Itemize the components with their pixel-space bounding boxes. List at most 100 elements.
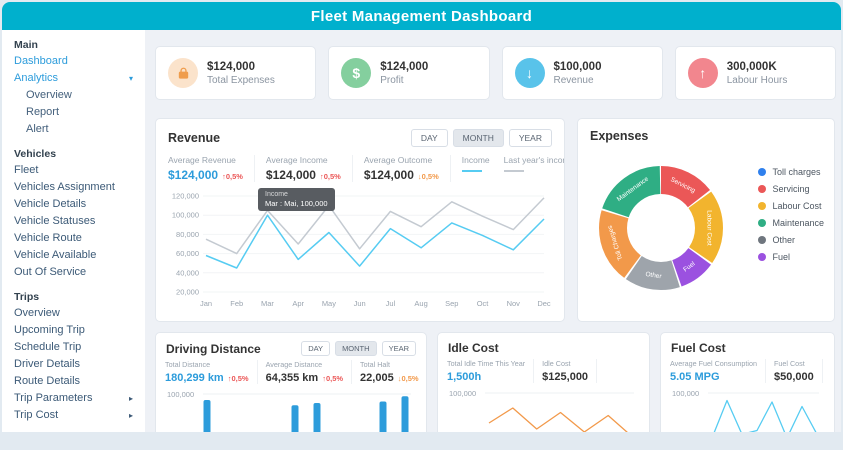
sidebar-item-driver-details[interactable]: Driver Details: [2, 356, 145, 373]
svg-text:40,000: 40,000: [176, 268, 199, 277]
legend-swatch: [503, 170, 524, 172]
sidebar-item-vehicle-statuses[interactable]: Vehicle Statuses: [2, 213, 145, 230]
fuel-chart-area: 100,000: [670, 387, 825, 432]
sidebar-item-report[interactable]: Report: [2, 104, 145, 121]
legend-servicing[interactable]: Servicing: [758, 184, 824, 194]
sidebar-item-vehicle-route[interactable]: Vehicle Route: [2, 230, 145, 247]
sidebar-item-overview[interactable]: Overview: [2, 305, 145, 322]
kpi-row: $124,000 Total Expenses $ $124,000 Profit ↓ $1…: [155, 46, 836, 100]
stat-value: 5.05 MPG: [670, 371, 720, 383]
svg-text:Oct: Oct: [477, 299, 490, 308]
expenses-card: Expenses Servicing Labour Cost Fuel Other To…: [577, 118, 835, 322]
legend-income[interactable]: Income: [461, 155, 490, 172]
revenue-range-day[interactable]: DAY: [410, 129, 448, 147]
legend-label: Servicing: [772, 184, 810, 194]
sidebar-item-vehicles-assignment[interactable]: Vehicles Assignment: [2, 179, 145, 196]
legend-dot: [758, 168, 767, 176]
sidebar-item-alert[interactable]: Alert: [2, 121, 145, 138]
fuel-line-chart[interactable]: 100,000: [670, 387, 823, 432]
revenue-line-chart[interactable]: 120,000 100,000 80,000 60,000 40,000 20,000Ja…: [166, 188, 554, 310]
sidebar-item-trip-cost[interactable]: Trip Cost ▸: [2, 407, 145, 424]
revenue-title: Revenue: [168, 131, 221, 145]
stat-label: Average Outcome: [363, 155, 433, 165]
legend-toll-charges[interactable]: Toll charges: [758, 167, 824, 177]
arrow-down-icon: ↓: [514, 58, 545, 88]
stat-delta: ↑0,5%: [322, 374, 344, 383]
bag-icon: [168, 58, 198, 88]
sidebar-item-upcoming-trip[interactable]: Upcoming Trip: [2, 322, 145, 339]
driving-chart-area: 100,000: [165, 388, 417, 432]
sidebar-item-trip-parameters[interactable]: Trip Parameters ▸: [2, 390, 145, 407]
sidebar-item-overview[interactable]: Overview: [2, 87, 145, 104]
chevron-right-icon: ▸: [128, 411, 133, 420]
stat-idle-cost: Idle Cost $125,000: [542, 359, 598, 383]
legend-dot: [758, 219, 767, 227]
stat-label: Average Income: [265, 155, 328, 165]
legend-other[interactable]: Other: [758, 235, 824, 245]
legend-labour-cost[interactable]: Labour Cost: [758, 201, 824, 211]
idle-line-chart[interactable]: 100,000: [447, 387, 638, 432]
kpi-card-revenue: ↓ $100,000 Revenue: [501, 46, 663, 100]
kpi-value: $124,000: [380, 60, 429, 73]
revenue-card: Revenue DAY MONTH YEAR Average Revenue $124…: [155, 118, 565, 322]
idle-cost-title: Idle Cost: [448, 341, 499, 355]
legend-label: Toll charges: [772, 167, 821, 177]
stat-value: 1,500h: [447, 371, 482, 383]
svg-text:Dec: Dec: [537, 299, 551, 308]
driving-distance-range-year[interactable]: YEAR: [381, 341, 416, 356]
sidebar-item-label: Vehicles Assignment: [14, 181, 115, 193]
driving-bar-chart[interactable]: 100,000: [165, 388, 415, 432]
legend-fuel[interactable]: Fuel: [758, 252, 824, 262]
svg-text:Aug: Aug: [414, 299, 427, 308]
svg-text:60,000: 60,000: [176, 249, 199, 258]
sidebar-item-label: Fleet: [14, 164, 39, 176]
sidebar-item-label: Vehicle Route: [14, 232, 82, 244]
sidebar-item-analytics[interactable]: Analytics ▾: [2, 70, 145, 87]
sidebar-item-vehicle-available[interactable]: Vehicle Available: [2, 247, 145, 264]
svg-text:Mar: Mar: [261, 299, 274, 308]
kpi-text: $100,000 Revenue: [554, 61, 602, 86]
legend-dot: [758, 202, 767, 210]
revenue-card-header: Revenue DAY MONTH YEAR: [156, 119, 564, 153]
sidebar-item-label: Alert: [26, 123, 49, 135]
stat-label: Idle Cost: [542, 359, 571, 368]
idle-chart-area: 100,000: [447, 387, 640, 432]
stat-value: $124,000: [363, 168, 414, 182]
sidebar-item-vehicle-details[interactable]: Vehicle Details: [2, 196, 145, 213]
legend-dot: [758, 236, 767, 244]
sidebar-item-fleet[interactable]: Fleet: [2, 162, 145, 179]
sidebar-item-out-of-service[interactable]: Out Of Service: [2, 264, 145, 281]
driving-distance-range-month[interactable]: MONTH: [335, 341, 377, 356]
stat-label: Average Revenue: [168, 155, 236, 165]
sidebar-item-label: Trip Parameters: [14, 392, 93, 404]
svg-text:80,000: 80,000: [176, 230, 199, 239]
svg-text:Feb: Feb: [230, 299, 243, 308]
legend-dot: [758, 185, 767, 193]
idle-card-header: Idle Cost: [438, 333, 649, 359]
sidebar-item-label: Vehicle Statuses: [14, 215, 96, 227]
legend-label: Last year's income: [503, 155, 564, 165]
svg-text:May: May: [322, 299, 336, 308]
svg-text:100,000: 100,000: [449, 389, 476, 398]
sidebar-section-vehicles: Vehicles: [14, 148, 57, 160]
kpi-text: $124,000 Profit: [380, 61, 428, 86]
idle-cost-card: Idle Cost Total Idle Time This Year 1,500…: [437, 332, 650, 432]
revenue-legend: Income Last year's income: [461, 155, 564, 172]
revenue-range-year[interactable]: YEAR: [508, 129, 552, 147]
legend-label: Fuel: [772, 252, 790, 262]
sidebar-item-dashboard[interactable]: Dashboard: [2, 53, 145, 70]
legend-dot: [758, 253, 767, 261]
revenue-range-month[interactable]: MONTH: [452, 129, 504, 147]
legend-maintenance[interactable]: Maintenance: [758, 218, 824, 228]
driving-distance-range-day[interactable]: DAY: [301, 341, 331, 356]
stat-value: $124,000: [168, 168, 219, 182]
idle-stats-row: Total Idle Time This Year 1,500h Idle Cost…: [438, 359, 649, 383]
svg-text:Jul: Jul: [386, 299, 396, 308]
kpi-text: 300,000K Labour Hours: [727, 61, 788, 86]
sidebar-item-schedule-trip[interactable]: Schedule Trip: [2, 339, 145, 356]
sidebar-item-route-details[interactable]: Route Details: [2, 373, 145, 390]
legend-last-year-s-income[interactable]: Last year's income: [503, 155, 564, 172]
stat-label: Average Fuel Consumption: [670, 359, 757, 368]
svg-text:100,000: 100,000: [172, 211, 199, 220]
